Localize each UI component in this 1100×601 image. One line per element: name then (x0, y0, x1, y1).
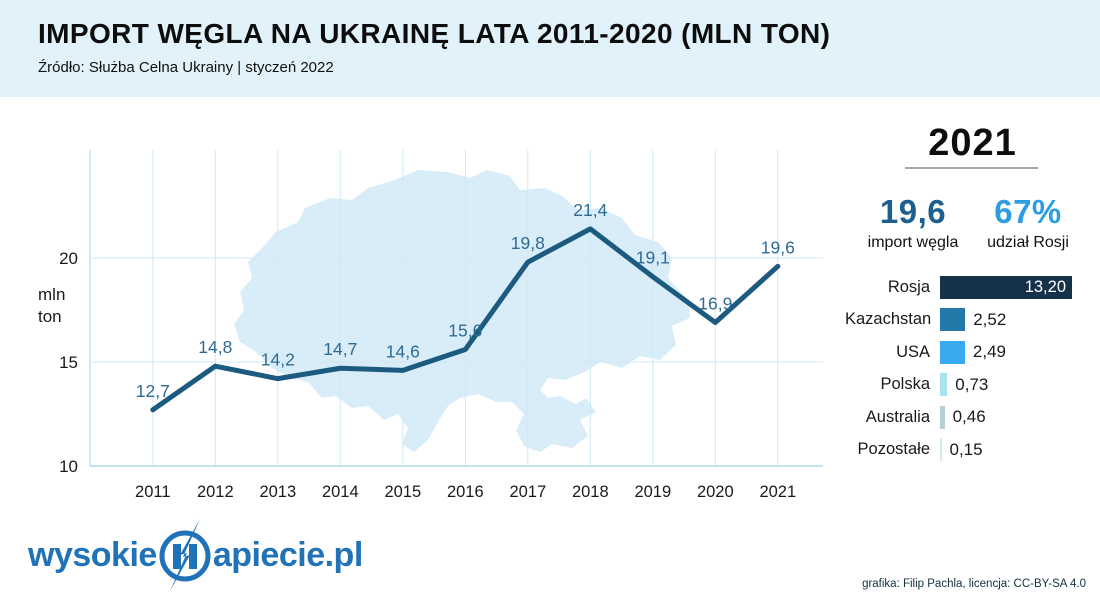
page-title: IMPORT WĘGLA NA UKRAINĘ LATA 2011-2020 (… (38, 18, 831, 49)
stat-russia-share: 67% udział Rosji (968, 193, 1088, 252)
site-logo: wysokie apiecie.pl (28, 518, 363, 592)
country-label: Polska (880, 375, 930, 394)
stat-import-total: 19,6 import węgla (845, 193, 981, 252)
x-tick-label: 2021 (759, 483, 796, 501)
value-bar (940, 438, 942, 462)
country-label: Rosja (887, 277, 930, 296)
bar-value-label: 2,49 (972, 342, 1006, 362)
data-point-label: 14,6 (386, 341, 420, 361)
y-tick-label: 20 (59, 249, 78, 268)
y-tick-label: 15 (59, 353, 78, 372)
x-tick-label: 2012 (197, 483, 234, 501)
bar-track: 0,15 (940, 438, 983, 462)
data-point-label: 14,2 (261, 350, 295, 370)
data-point-label: 14,7 (323, 339, 357, 359)
x-tick-label: 2011 (135, 483, 170, 501)
series-import-line (150, 226, 781, 413)
bar-value-label: 2,52 (973, 309, 1007, 329)
x-tick-label: 2013 (259, 483, 296, 501)
y-tick-label: 10 (59, 457, 78, 476)
bar-track: 2,52 (940, 308, 1007, 332)
header: IMPORT WĘGLA NA UKRAINĘ LATA 2011-2020 (… (0, 0, 1100, 97)
value-bar: 13,20 (940, 275, 1072, 299)
panel-year-heading: 2021 (928, 122, 1017, 164)
x-tick-label: 2014 (322, 483, 359, 501)
stat-import-label: import węgla (867, 234, 959, 251)
import-line-chart: 10 15 20 mln ton 12,7 14,8 14,2 14,7 14,6 15,6 19… (38, 150, 823, 501)
bar-value-label: 0,73 (955, 374, 989, 394)
chart-gridlines (89, 150, 823, 467)
breakdown-row: Australia 0,46 (845, 401, 1100, 434)
bar-track: 0,73 (940, 373, 989, 397)
data-point-label: 21,4 (573, 200, 607, 220)
logo-text-right: apiecie.pl (212, 535, 363, 574)
value-bar (940, 308, 966, 332)
breakdown-row: Rosja 13,20 (845, 271, 1100, 304)
data-point-label: 19,8 (511, 233, 545, 253)
data-point-label: 14,8 (198, 337, 232, 357)
x-tick-label: 2017 (509, 483, 546, 501)
breakdown-row: Pozostałe 0,15 (845, 434, 1100, 467)
breakdown-row: Kazachstan 2,52 (845, 304, 1100, 337)
value-bar (940, 373, 948, 397)
country-label: Australia (865, 407, 930, 426)
data-point-label: 12,7 (136, 381, 170, 401)
x-tick-label: 2018 (572, 483, 609, 501)
year-heading-underline (905, 167, 1038, 169)
logo-text-left: wysokie (28, 535, 157, 574)
country-label: USA (896, 342, 930, 361)
chart-y-axis-labels: 10 15 20 (59, 249, 78, 476)
bar-track: 0,46 (940, 405, 986, 429)
country-label: Kazachstan (845, 310, 932, 329)
data-point-label: 16,9 (698, 293, 732, 313)
chart-y-axis-title: mln ton (38, 285, 65, 326)
source-line: Źródło: Służba Celna Ukrainy | styczeń 2… (38, 59, 334, 76)
y-axis-title-line: mln (38, 285, 65, 304)
x-tick-label: 2015 (384, 483, 421, 501)
chart-x-axis-labels: 2011 2012 2013 2014 2015 2016 2017 2018 2019 2020… (135, 483, 796, 501)
data-point-label: 15,6 (448, 321, 482, 341)
breakdown-row: Polska 0,73 (845, 369, 1100, 402)
stat-share-value: 67% (994, 193, 1062, 230)
chart-point-labels: 12,7 14,8 14,2 14,7 14,6 15,6 19,8 21,4 19,1 16,9… (136, 200, 795, 401)
value-bar (940, 405, 945, 429)
bar-value-label: 0,46 (952, 407, 986, 427)
y-axis-title-line: ton (38, 307, 62, 326)
breakdown-row: USA 2,49 (845, 336, 1100, 369)
lightning-n-icon (159, 519, 211, 591)
country-label: Pozostałe (857, 440, 930, 459)
bar-track: 13,20 (940, 275, 1072, 299)
year-summary-panel: 2021 19,6 import węgla 67% udział Rosji … (845, 0, 1100, 601)
ukraine-map-silhouette (234, 170, 690, 452)
x-tick-label: 2019 (634, 483, 671, 501)
bar-value-label: 0,15 (949, 439, 983, 459)
data-point-label: 19,6 (761, 237, 795, 257)
x-tick-label: 2016 (447, 483, 484, 501)
value-bar (940, 340, 965, 364)
stat-share-label: udział Rosji (987, 234, 1069, 251)
data-point-label: 19,1 (636, 248, 670, 268)
license-credit: grafika: Filip Pachla, licencja: CC-BY-S… (862, 578, 1086, 590)
stat-import-value: 19,6 (879, 193, 947, 230)
bar-track: 2,49 (940, 340, 1006, 364)
chart-series-line (150, 226, 781, 413)
x-tick-label: 2020 (697, 483, 734, 501)
country-breakdown-list: Rosja 13,20 Kazachstan 2,52 USA 2,49 Pol… (845, 271, 1100, 466)
